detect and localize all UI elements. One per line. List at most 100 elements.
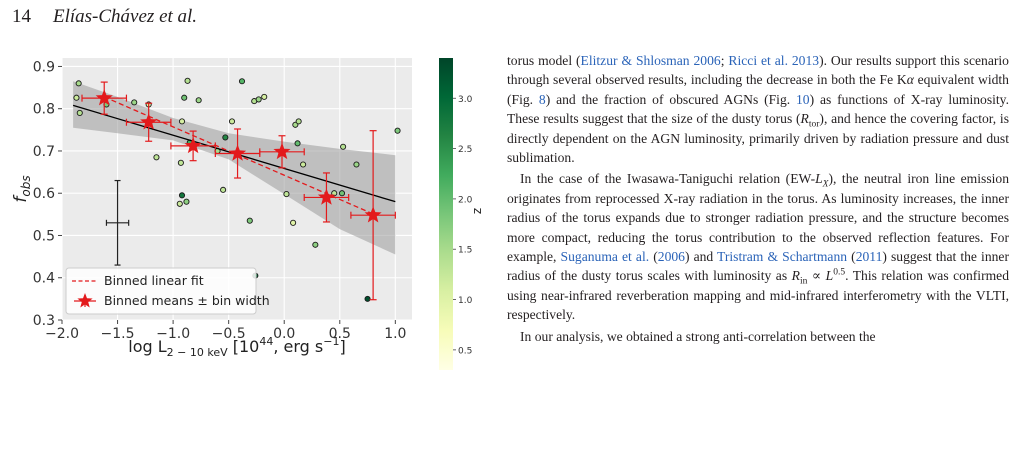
page-number: 14 — [12, 6, 31, 27]
y-tick-label: 0.7 — [33, 144, 55, 160]
math-symbol: L — [825, 268, 834, 284]
citation-link[interactable]: Tristram & Schartmann — [717, 249, 848, 265]
scatter-point — [238, 78, 246, 85]
x-tick-label: −0.5 — [212, 326, 246, 342]
colorbar-tick-label: 1.0 — [458, 296, 473, 306]
scatter-point — [176, 200, 183, 207]
binned-mean-star — [273, 142, 291, 160]
citation-link[interactable]: 2011 — [855, 249, 883, 265]
text-run: ), and hence the covering factor, is dir… — [507, 111, 1009, 166]
y-tick-label: 0.3 — [33, 313, 55, 329]
scatter-point — [283, 191, 290, 198]
math-symbol: R — [800, 111, 809, 127]
x-tick-label: −1.0 — [156, 326, 190, 342]
scatter-point — [75, 80, 82, 87]
scatter-point — [295, 118, 302, 125]
text-run: ∝ — [807, 268, 826, 284]
text-run: ) as functions of X-ray luminosity. Thes… — [507, 91, 1009, 127]
colorbar — [439, 58, 453, 370]
legend-star-label: Binned means ± bin width — [104, 293, 270, 308]
scatter-point — [364, 295, 371, 302]
confidence-band — [73, 81, 396, 255]
scatter-point — [338, 190, 346, 197]
text-run: ), the neutral iron line emission origin… — [507, 171, 1009, 265]
scatter-point — [73, 94, 80, 101]
text-run: equivalent width (Fig. — [507, 72, 1009, 107]
scatter-point — [184, 77, 191, 84]
text-run: ) and — [684, 249, 718, 265]
citation-link[interactable]: 8 — [538, 91, 546, 107]
colorbar-tick-label: 2.0 — [458, 195, 473, 205]
scatter-point — [261, 93, 268, 100]
colorbar-tick-label: 3.0 — [458, 95, 473, 105]
scatter-point — [222, 134, 229, 141]
scatter-point — [340, 143, 347, 150]
scatter-point — [131, 99, 138, 106]
citation-link[interactable]: Ricci et al. 2013 — [728, 53, 820, 68]
scatter-point — [290, 219, 297, 226]
text-run: ) suggest that the inner radius of the d… — [507, 249, 1009, 284]
running-head-authors: Elías-Chávez et al. — [53, 6, 198, 27]
y-tick-label: 0.9 — [33, 59, 55, 75]
text-run: ( — [847, 249, 856, 265]
scatter-point — [300, 161, 307, 168]
legend-box — [65, 267, 257, 315]
scatter-point — [178, 192, 186, 199]
scatter-point — [353, 161, 360, 168]
text-column: torus model (Elitzur & Shlosman 2006; Ri… — [507, 51, 1009, 346]
binned-mean-star — [317, 188, 335, 205]
figure-scatter-plot: −2.0 −1.5 −1.0 −0.5 0.0 0.5 1.0 0.3 0.4 0.5 0.6 0.… — [11, 58, 484, 370]
subscript: in — [799, 277, 808, 288]
math-symbol: R — [791, 268, 800, 284]
binned-mean-star — [140, 113, 158, 130]
citation-link[interactable]: Suganuma et al. — [560, 249, 650, 265]
subscript: tor — [808, 119, 820, 130]
y-tick-label: 0.5 — [33, 228, 55, 244]
x-tick-label: −2.0 — [45, 326, 79, 342]
subscript: X — [822, 180, 829, 191]
body-paragraph: torus model (Elitzur & Shlosman 2006; Ri… — [507, 51, 1009, 167]
scatter-point — [228, 118, 236, 125]
text-run: ) and the fraction of obscured AGNs (Fig… — [545, 91, 796, 107]
body-paragraph: In the case of the Iwasawa-Taniguchi rel… — [507, 169, 1009, 324]
scatter-point — [181, 94, 188, 101]
scatter-point — [294, 140, 301, 147]
page-header: 14 Elías-Chávez et al. — [12, 6, 197, 28]
scatter-point — [178, 118, 186, 125]
binned-mean-star — [229, 144, 247, 161]
colorbar-tick-label: 1.5 — [458, 246, 472, 256]
scatter-point — [312, 241, 319, 248]
scatter-point — [177, 159, 184, 166]
superscript: 0.5 — [833, 267, 846, 278]
text-run: ; — [720, 53, 729, 68]
text-run: In the case of the Iwasawa-Taniguchi rel… — [520, 171, 816, 187]
text-run: ). Our results support this scenario thr… — [507, 53, 1009, 88]
scatter-point — [255, 96, 262, 103]
colorbar-tick-label: 0.5 — [458, 346, 472, 356]
citation-link[interactable]: Elitzur & Shlosman 2006 — [580, 53, 721, 68]
x-tick-label: 0.5 — [329, 326, 351, 342]
x-tick-label: −1.5 — [101, 326, 135, 342]
legend: Binned linear fit Binned means ± bin wid… — [65, 267, 270, 315]
scatter-point — [246, 217, 253, 224]
scatter-point — [76, 109, 83, 116]
x-tick-label: 1.0 — [384, 326, 406, 342]
scatter-point — [183, 198, 190, 205]
citation-link[interactable]: 2006 — [657, 249, 685, 265]
math-symbol: α — [906, 72, 914, 88]
scatter-point — [220, 186, 227, 193]
scatter-point — [195, 97, 202, 104]
scatter-point — [394, 127, 401, 134]
text-run: . This relation was confirmed using near… — [507, 268, 1010, 323]
binned-mean-star — [364, 206, 382, 223]
binned-mean-star — [95, 89, 113, 106]
math-symbol: L — [815, 171, 823, 187]
y-tick-label: 0.8 — [33, 102, 55, 118]
scatter-point — [153, 154, 160, 161]
y-tick-label: 0.6 — [33, 186, 55, 202]
binned-mean-star — [184, 136, 202, 154]
colorbar-tick-label: 2.5 — [458, 145, 472, 155]
x-axis-label: log L2 − 10 keV [1044, erg s−1] — [128, 335, 345, 359]
text-run: ( — [649, 249, 658, 265]
citation-link[interactable]: 10 — [796, 91, 810, 107]
